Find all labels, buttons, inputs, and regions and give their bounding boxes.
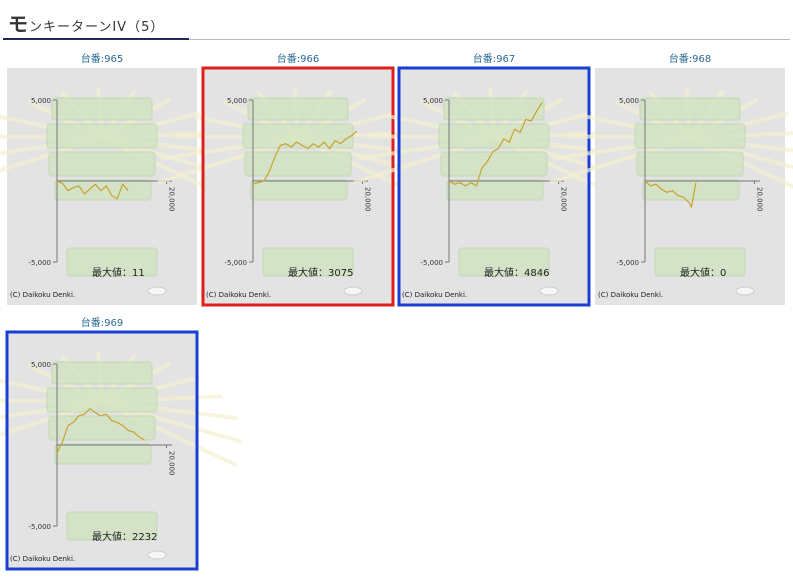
data-line: [252, 130, 358, 185]
max-number: 11: [132, 268, 145, 279]
selection-border: [5, 330, 199, 571]
max-value: 最大値：11: [92, 266, 145, 279]
decor-machine: [250, 179, 348, 201]
max-label: 最大値：: [92, 530, 132, 543]
machine-label[interactable]: 台番:969: [81, 316, 123, 329]
y-tick-label: -5,000: [420, 259, 443, 267]
y-tick-label: 5,000: [423, 97, 443, 105]
machine-panel[interactable]: 5,000 -5,000 20,000 最大値：2232 (C) Daikoku Den…: [0, 330, 243, 571]
x-tick-label: 20,000: [364, 187, 372, 212]
decor-machine: [634, 123, 746, 149]
max-label: 最大値：: [680, 266, 720, 279]
x-tick-label: 20,000: [560, 187, 568, 212]
machine-panel[interactable]: 5,000 -5,000 20,000 最大値：3075 (C) Daikoku Den…: [157, 66, 439, 307]
data-line: [56, 180, 129, 200]
max-value: 最大値：4846: [484, 266, 549, 279]
decor-machine: [51, 361, 153, 385]
max-label: 最大値：: [484, 266, 524, 279]
copyright: (C) Daikoku Denki.: [10, 555, 75, 563]
decor-machine: [639, 97, 741, 121]
decor-ring: [147, 286, 167, 296]
data-line: [644, 180, 697, 209]
y-tick-label: -5,000: [224, 259, 247, 267]
copyright: (C) Daikoku Denki.: [10, 291, 75, 299]
decor-machine: [443, 97, 545, 121]
decor-machine: [262, 247, 354, 277]
decor-ray: [101, 400, 238, 468]
decor-machine: [66, 247, 158, 277]
max-value: 最大値：2232: [92, 530, 157, 543]
decor-machine: [244, 151, 352, 177]
max-label: 最大値：: [288, 266, 328, 279]
y-tick-label: 5,000: [619, 97, 639, 105]
y-tick-label: -5,000: [616, 259, 639, 267]
max-number: 4846: [524, 268, 549, 279]
y-tick-label: 5,000: [31, 97, 51, 105]
y-tick-label: 5,000: [31, 361, 51, 369]
decor-ring: [735, 286, 755, 296]
decor-machine: [440, 151, 548, 177]
title-rule: [3, 39, 790, 40]
decor-machine: [458, 247, 550, 277]
decor-machine: [636, 151, 744, 177]
decor-ray: [689, 136, 793, 189]
decor-machine: [446, 179, 544, 201]
machine-panel[interactable]: 5,000 -5,000 20,000 最大値：0 (C) Daikoku Denki.: [549, 68, 793, 305]
decor-machine: [54, 179, 152, 201]
data-line: [56, 408, 145, 454]
title-underline: [3, 38, 189, 40]
max-number: 0: [720, 268, 726, 279]
decor-machine: [642, 179, 740, 201]
copyright: (C) Daikoku Denki.: [402, 291, 467, 299]
decor-ring: [147, 550, 167, 560]
y-tick-label: -5,000: [28, 259, 51, 267]
max-number: 2232: [132, 532, 157, 543]
decor-machine: [46, 123, 158, 149]
decor-machine: [66, 511, 158, 541]
decor-ring: [539, 286, 559, 296]
machine-panel[interactable]: 5,000 -5,000 20,000 最大値：11 (C) Daikoku Denki…: [0, 68, 243, 305]
selection-border: [201, 66, 395, 307]
decor-machine: [46, 387, 158, 413]
page-title: モンキーターンIV（5）: [8, 12, 165, 36]
max-label: 最大値：: [92, 266, 132, 279]
selection-border: [397, 66, 591, 307]
decor-machine: [54, 443, 152, 465]
machine-label[interactable]: 台番:966: [277, 52, 319, 65]
decor-machine: [247, 97, 349, 121]
copyright: (C) Daikoku Denki.: [206, 291, 271, 299]
y-tick-label: -5,000: [28, 523, 51, 531]
max-value: 最大値：3075: [288, 266, 353, 279]
x-tick-label: 20,000: [168, 451, 176, 476]
x-tick-label: 20,000: [168, 187, 176, 212]
machine-label[interactable]: 台番:965: [81, 52, 123, 65]
decor-machine: [48, 151, 156, 177]
x-tick-label: 20,000: [756, 187, 764, 212]
max-value: 最大値：0: [680, 266, 726, 279]
decor-machine: [51, 97, 153, 121]
copyright: (C) Daikoku Denki.: [598, 291, 663, 299]
machine-label[interactable]: 台番:967: [473, 52, 515, 65]
decor-ring: [343, 286, 363, 296]
y-tick-label: 5,000: [227, 97, 247, 105]
decor-machine: [242, 123, 354, 149]
machine-panel[interactable]: 5,000 -5,000 20,000 最大値：4846 (C) Daikoku Den…: [353, 66, 635, 307]
machine-label[interactable]: 台番:968: [669, 52, 711, 65]
max-number: 3075: [328, 268, 353, 279]
data-line: [448, 102, 543, 187]
decor-machine: [438, 123, 550, 149]
decor-machine: [654, 247, 746, 277]
